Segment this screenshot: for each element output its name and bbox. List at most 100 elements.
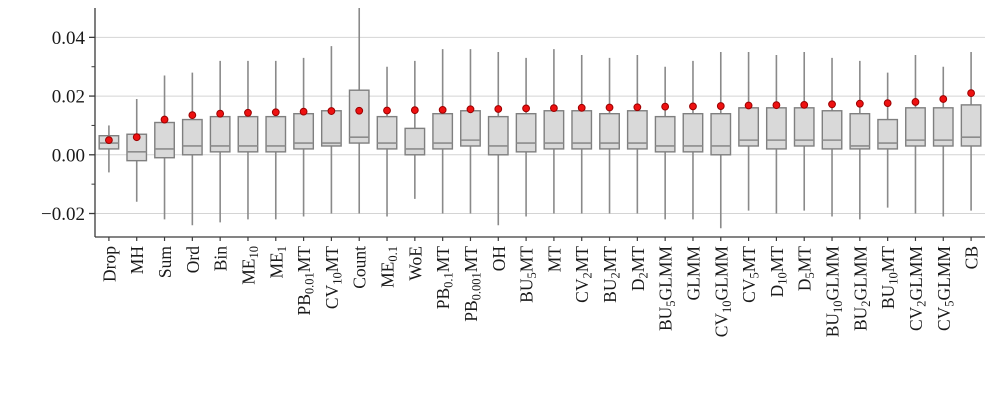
mean-marker (383, 106, 391, 115)
mean-marker (939, 95, 948, 103)
x-tick-label: CB (962, 246, 982, 269)
mean-marker (216, 109, 225, 118)
box-body (599, 112, 620, 150)
mean-marker (522, 104, 530, 113)
box-group-Count (348, 8, 370, 214)
box-group-OH (487, 52, 509, 226)
x-tick-label: Bin (211, 246, 231, 272)
x-tick-label: CV2MT (572, 246, 595, 303)
box-body (265, 115, 287, 153)
box-group-CV10MT (320, 46, 342, 214)
mean-marker (800, 100, 809, 109)
x-tick-label: CV10MT (322, 246, 345, 309)
mean-marker (244, 108, 252, 117)
y-tick-label: 0.02 (52, 87, 85, 108)
mean-marker (772, 101, 781, 110)
mean-marker (577, 103, 586, 112)
box-body (682, 112, 704, 153)
x-tick-label: Count (350, 246, 370, 289)
box-group-GLMM (682, 60, 704, 220)
x-tick-label: Drop (99, 246, 119, 282)
box-body (654, 115, 676, 153)
box-body (376, 115, 398, 150)
box-body (932, 107, 954, 147)
box-body (821, 110, 843, 150)
box-group-CV5MT (738, 52, 760, 211)
box-group-BU5GLMM (654, 66, 676, 220)
box-group-CV2MT (571, 54, 593, 214)
box-group-BU10MT (877, 72, 899, 208)
x-tick-label: OH (489, 246, 509, 272)
box-body (710, 112, 732, 156)
mean-marker (132, 133, 141, 142)
x-tick-label: ME0.1 (378, 246, 401, 288)
box-group-PB0.001MT (460, 49, 481, 214)
x-tick-label: D2MT (628, 246, 651, 291)
x-tick-label: CV5GLMM (934, 246, 957, 331)
box-group-ME1 (265, 60, 287, 220)
x-tick-label: MH (127, 246, 147, 275)
box-body (320, 110, 342, 147)
box-group-WoE (404, 60, 426, 199)
x-tick-label: BU2MT (600, 246, 623, 303)
box-body (877, 118, 899, 150)
x-tick-label: PB0.01MT (294, 246, 317, 316)
x-tick-label: CV10GLMM (711, 246, 734, 338)
box-body (181, 118, 203, 156)
x-tick-label: BU10MT (878, 246, 901, 309)
box-group-BU5MT (515, 57, 537, 217)
x-tick-label: ME10 (238, 246, 261, 285)
x-tick-label: D10MT (767, 246, 790, 298)
mean-marker (967, 89, 975, 98)
mean-marker (883, 99, 892, 108)
box-group-D2MT (626, 54, 648, 214)
box-group-Bin (209, 60, 231, 223)
box-group-CB (960, 52, 982, 211)
mean-marker (271, 108, 280, 117)
box-body (515, 112, 537, 153)
x-tick-label: MT (544, 246, 564, 273)
y-tick-label: 0.04 (52, 28, 86, 49)
x-tick-label: BU5GLMM (656, 246, 679, 331)
mean-marker (327, 107, 336, 115)
y-tick-label: −0.02 (41, 204, 85, 225)
mean-marker (828, 100, 836, 109)
box-body (348, 89, 370, 144)
mean-marker (855, 99, 864, 108)
box-body (487, 115, 509, 156)
x-tick-label: ME1 (266, 246, 289, 279)
mean-marker (355, 106, 364, 115)
box-group-CV10GLMM (710, 52, 732, 229)
mean-marker (911, 98, 920, 106)
box-group-Ord (181, 72, 203, 226)
x-tick-label: BU10GLMM (823, 246, 846, 338)
x-tick-label: Ord (183, 246, 203, 273)
mean-marker (550, 104, 558, 113)
x-tick-label: CV2GLMM (906, 246, 929, 331)
box-group-PB0.1MT (432, 49, 454, 214)
box-group-MT (543, 49, 565, 214)
box-group-Sum (154, 75, 175, 220)
box-group-ME0.1 (376, 66, 398, 217)
x-tick-label: GLMM (683, 246, 703, 301)
x-tick-label: CV5MT (739, 246, 762, 303)
mean-marker (689, 102, 697, 111)
box-group-D10MT (765, 54, 787, 214)
mean-marker (605, 103, 614, 112)
box-group-BU2GLMM (849, 60, 871, 220)
box-group-ME10 (237, 60, 259, 220)
x-tick-label: PB0.001MT (461, 246, 484, 322)
box-group-BU10GLMM (821, 57, 843, 217)
box-body (849, 112, 871, 150)
mean-marker (410, 106, 419, 115)
box-group-MH (126, 99, 148, 202)
y-tick-label: 0.00 (52, 145, 85, 166)
mean-marker (633, 103, 642, 112)
mean-marker (188, 111, 197, 120)
box-body (905, 107, 926, 147)
x-tick-label: BU2GLMM (850, 246, 873, 331)
mean-marker (299, 107, 308, 116)
box-group-PB0.01MT (293, 57, 315, 217)
x-tick-label: WoE (405, 246, 425, 281)
